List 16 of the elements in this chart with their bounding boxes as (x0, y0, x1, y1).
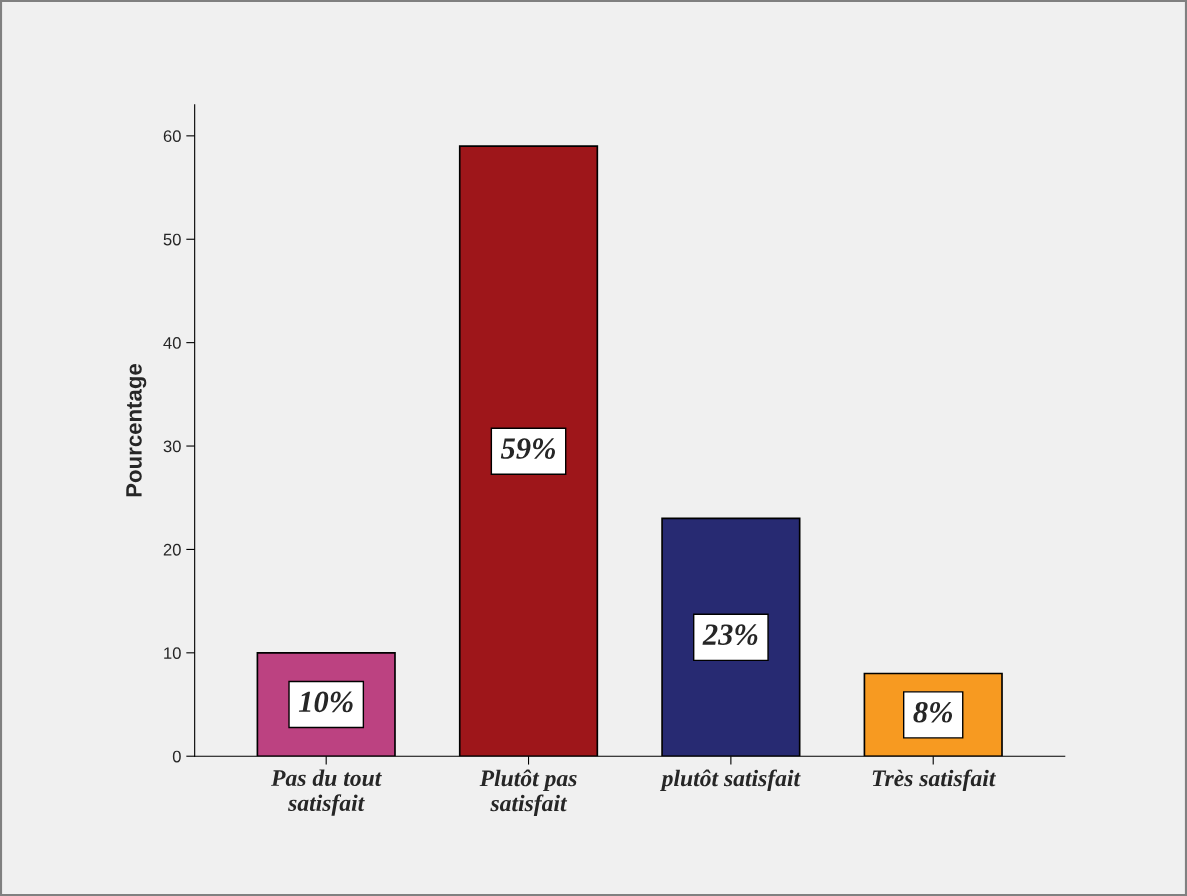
y-tick-label: 50 (163, 233, 181, 246)
data-label: 10% (298, 691, 353, 713)
y-tick-label: 20 (163, 543, 181, 556)
y-axis-title: Pourcentage (126, 363, 147, 497)
data-label: 23% (702, 624, 758, 646)
x-tick-label: Très satisfait (872, 769, 996, 792)
x-tick-label: plutôt satisfait (659, 769, 801, 792)
y-tick-label: 10 (164, 647, 181, 660)
y-tick-label: 0 (172, 750, 181, 763)
y-tick-label: 40 (163, 337, 181, 349)
x-tick-label: Plutôt pas satisfait (479, 769, 577, 817)
y-tick-label: 30 (163, 440, 181, 453)
data-label: 8% (913, 701, 953, 723)
y-tick-label: 60 (163, 130, 181, 143)
data-label: 59% (500, 438, 555, 459)
x-tick-label: Pas du tout satisfait (271, 769, 382, 816)
